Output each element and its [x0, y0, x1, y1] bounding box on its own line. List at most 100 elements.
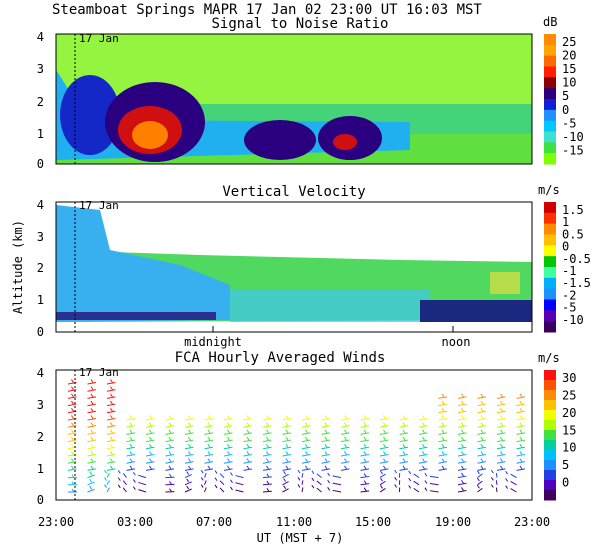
colorbar-label: 0.5 — [562, 227, 584, 241]
winds-xlabel: UT (MST + 7) — [257, 531, 344, 545]
wind-barb — [67, 429, 77, 435]
vv-midnight-label: midnight — [184, 335, 242, 349]
wind-barb — [496, 407, 506, 414]
wind-barb — [243, 465, 253, 471]
wind-barb — [516, 400, 526, 407]
vv-colorbar-unit: m/s — [538, 183, 560, 197]
wind-barb — [477, 465, 487, 471]
colorbar-label: -0.5 — [562, 252, 591, 266]
winds-xtick-4: 15:00 — [355, 515, 391, 529]
wind-barb — [379, 485, 386, 493]
colorbar-label: 15 — [562, 62, 576, 76]
wind-barb — [87, 386, 97, 392]
snr-yaxis: 4 3 2 1 0 — [37, 30, 44, 171]
wind-barb — [301, 465, 311, 471]
wind-barb — [418, 465, 428, 471]
wind-barb — [165, 451, 175, 457]
wind-barb — [184, 471, 192, 479]
colorbar-label: -5 — [562, 116, 576, 130]
wind-barb — [104, 469, 110, 478]
colorbar-swatch — [544, 480, 556, 491]
colorbar-swatch — [544, 440, 556, 451]
colorbar-label: 30 — [562, 371, 576, 385]
panel-winds-plot: 17 Jan — [55, 366, 533, 501]
wind-barb — [340, 458, 350, 464]
wind-barb — [399, 443, 409, 450]
vv-colorbar: m/s 1.510.50-0.5-1-1.5-2-5-10 — [538, 183, 591, 333]
colorbar-swatch — [544, 66, 556, 78]
wind-barb — [438, 443, 448, 450]
snr-colorbar-unit: dB — [543, 15, 557, 29]
wind-barb — [165, 422, 175, 428]
wind-barb — [418, 443, 428, 450]
wind-barb — [457, 400, 467, 407]
snr-ytick-2: 2 — [37, 95, 44, 109]
panel-vv-title: Vertical Velocity — [222, 184, 365, 200]
winds-ytick-2: 2 — [37, 430, 44, 444]
vv-echo-surface — [56, 312, 216, 320]
wind-barb — [516, 443, 526, 450]
wind-barb — [457, 465, 467, 471]
wind-barb — [490, 469, 498, 478]
wind-barb — [132, 479, 147, 486]
wind-barb — [223, 458, 233, 464]
snr-colorbar-swatches — [544, 34, 556, 165]
wind-barb — [457, 393, 467, 399]
wind-barb — [516, 422, 526, 428]
colorbar-swatch — [544, 400, 556, 411]
wind-barb — [418, 415, 428, 421]
wind-barb — [126, 436, 136, 443]
colorbar-label: -1.5 — [562, 276, 591, 290]
wind-barb — [204, 429, 214, 435]
vv-ytick-0: 0 — [37, 325, 44, 339]
snr-ytick-4: 4 — [37, 30, 44, 44]
wind-barb — [379, 436, 389, 443]
wind-barb — [87, 478, 95, 486]
wind-barb — [165, 473, 175, 479]
winds-ytick-1: 1 — [37, 462, 44, 476]
wind-barb — [297, 469, 304, 478]
wind-barb — [301, 458, 311, 464]
wind-barb — [340, 429, 350, 435]
wind-barb — [379, 422, 389, 428]
wind-barb — [399, 458, 409, 464]
colorbar-swatch — [544, 99, 556, 111]
wind-barb — [282, 458, 292, 464]
wind-barb — [67, 422, 77, 428]
panel-snr-plot: 17 Jan — [55, 32, 533, 165]
wind-barb — [476, 477, 483, 486]
wind-barb — [106, 400, 116, 407]
colorbar-swatch — [544, 223, 556, 235]
wind-barb — [87, 471, 95, 479]
colorbar-swatch — [544, 450, 556, 461]
colorbar-label: 1.5 — [562, 203, 584, 217]
wind-barb — [117, 477, 127, 486]
wind-barb — [87, 451, 97, 457]
wind-barb — [438, 407, 448, 414]
wind-barb — [297, 477, 304, 485]
colorbar-label: 0 — [562, 240, 569, 254]
colorbar-swatch — [544, 430, 556, 441]
wind-barb — [505, 478, 517, 486]
wind-barb — [106, 443, 116, 450]
wind-barb — [476, 484, 483, 493]
winds-xtick-5: 19:00 — [435, 515, 471, 529]
wind-barb — [87, 443, 97, 450]
wind-barb — [106, 379, 116, 385]
wind-barb — [379, 465, 389, 471]
wind-barb — [477, 429, 487, 435]
wind-barb — [457, 451, 467, 457]
wind-barb — [223, 443, 233, 450]
wind-barb — [165, 458, 175, 464]
colorbar-label: 0 — [562, 103, 569, 117]
wind-barb — [184, 465, 194, 471]
winds-ytick-0: 0 — [37, 493, 44, 507]
wind-barb — [408, 470, 420, 479]
wind-barb — [321, 443, 331, 450]
wind-barb — [457, 458, 467, 464]
colorbar-swatch — [544, 277, 556, 290]
wind-barb — [262, 443, 272, 450]
wind-barb — [360, 429, 370, 435]
wind-barb — [282, 415, 292, 421]
